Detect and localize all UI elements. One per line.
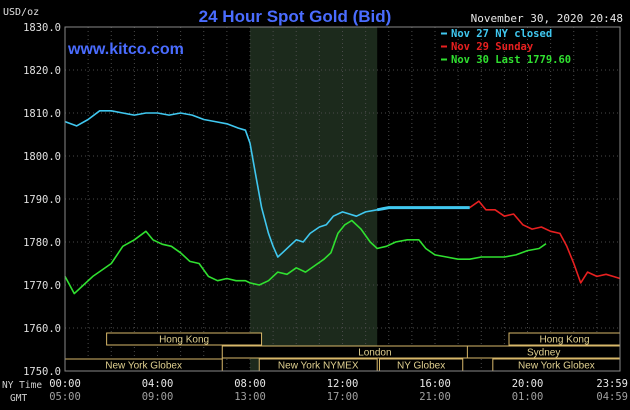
x-tick-label-ny: 04:00 (142, 378, 174, 390)
x-tick-label-ny: 23:59 (596, 378, 628, 390)
x-tick-label-ny: 20:00 (512, 378, 544, 390)
legend-entry: Nov 30 Last 1779.60 (451, 54, 571, 66)
x-tick-label-gmt: 05:00 (49, 391, 81, 403)
x-tick-label-gmt: 09:00 (142, 391, 174, 403)
y-tick-label: 1790.0 (23, 194, 61, 206)
series-line-flat (376, 206, 470, 212)
session-label: London (358, 348, 391, 359)
session-label: New York Globex (518, 361, 595, 372)
session-label: Hong Kong (539, 335, 589, 346)
legend-entry: Nov 27 NY closed (451, 28, 552, 40)
y-tick-label: 1760.0 (23, 323, 61, 335)
x-tick-label-ny: 16:00 (419, 378, 451, 390)
series-line (469, 200, 621, 284)
x-tick-label-gmt: 01:00 (512, 391, 544, 403)
session-label: Hong Kong (159, 335, 209, 346)
timestamp: November 30, 2020 20:48 (471, 12, 623, 25)
chart-title: 24 Hour Spot Gold (Bid) (199, 7, 392, 26)
y-tick-label: 1780.0 (23, 237, 61, 249)
series-line (64, 110, 470, 258)
y-tick-label: 1830.0 (23, 22, 61, 34)
session-label: New York Globex (105, 361, 182, 372)
y-tick-label: 1810.0 (23, 108, 61, 120)
x-tick-label-gmt: 21:00 (419, 391, 451, 403)
x-tick-label-ny: 00:00 (49, 378, 81, 390)
session-label: NY Globex (397, 361, 445, 372)
market-sessions: Hong Kong London New York Globex New York N… (64, 332, 621, 372)
y-tick-label: 1750.0 (23, 366, 61, 378)
x-tick-label-ny: 08:00 (234, 378, 266, 390)
session-label: New York NYMEX (278, 361, 359, 372)
x-tick-label-ny: 12:00 (327, 378, 359, 390)
y-tick-label: 1820.0 (23, 65, 61, 77)
y-axis-ticks: 1830.0 1820.0 1810.0 1800.0 1790.0 1780.0 1770… (23, 22, 61, 378)
series-lines (64, 110, 621, 295)
x-tick-label-gmt: 17:00 (327, 391, 359, 403)
watermark: www.kitco.com (67, 41, 184, 58)
y-axis-label: USD/oz (3, 7, 39, 18)
y-tick-label: 1800.0 (23, 151, 61, 163)
legend-entry: Nov 29 Sunday (451, 41, 534, 53)
session-label: Sydney (527, 348, 560, 359)
gmt-row-label: GMT (10, 393, 27, 404)
series-line (64, 219, 547, 295)
y-tick-label: 1770.0 (23, 280, 61, 292)
session-box (106, 332, 263, 346)
x-tick-label-gmt: 04:59 (596, 391, 628, 403)
ny-time-row-label: NY Time (2, 380, 42, 391)
plot-border (64, 26, 621, 372)
x-tick-label-gmt: 13:00 (234, 391, 266, 403)
